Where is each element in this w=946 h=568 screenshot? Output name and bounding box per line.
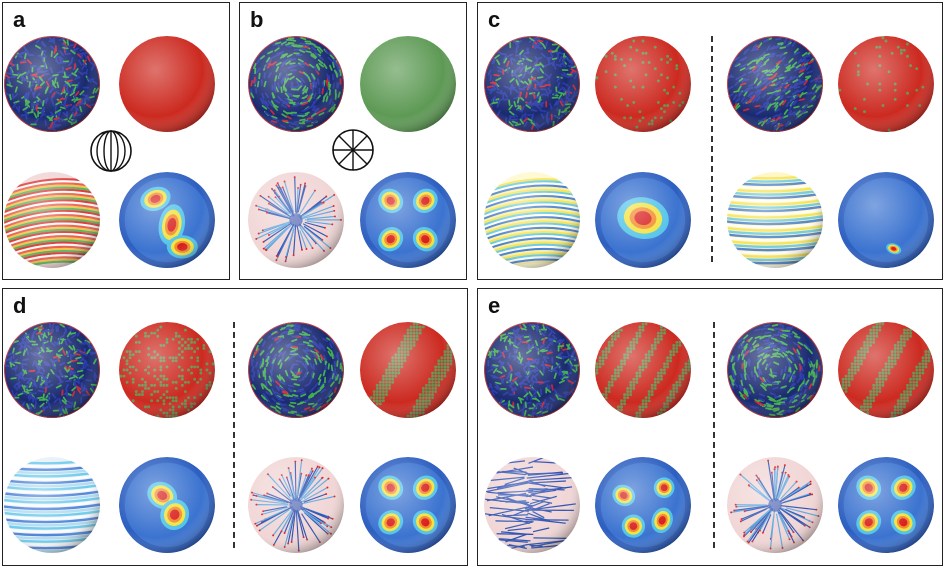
panel-label-e: e [488, 293, 501, 318]
field-sphere-d2 [248, 457, 344, 553]
field-sphere-b [248, 172, 344, 268]
field-sphere-c1 [484, 172, 580, 268]
heat-sphere-d2 [360, 457, 456, 553]
particle-sphere-d2 [360, 322, 456, 418]
particle-sphere-c1 [595, 36, 691, 132]
particle-sphere-b [360, 36, 456, 132]
separator-dashed-d [233, 322, 235, 548]
separator-dashed-c [711, 36, 713, 262]
field-sphere-e1 [484, 457, 580, 553]
heat-sphere-b [360, 172, 456, 268]
rods-sphere-c1 [484, 36, 580, 132]
rods-sphere-b [248, 36, 344, 132]
panel-label-a: a [13, 7, 26, 32]
heat-sphere-c1 [595, 172, 691, 268]
particle-sphere-e1 [595, 322, 691, 418]
panel-label-d: d [13, 293, 27, 318]
rods-sphere-e2 [727, 322, 823, 418]
separator-dashed-e [713, 322, 715, 548]
heat-sphere-e1 [595, 457, 691, 553]
rods-sphere-d1 [4, 322, 100, 418]
globe-meridians-icon [90, 130, 132, 172]
field-sphere-a [4, 172, 100, 268]
rods-sphere-d2 [248, 322, 344, 418]
particle-sphere-d1 [119, 322, 215, 418]
field-sphere-c2 [727, 172, 823, 268]
field-sphere-d1 [4, 457, 100, 553]
wheel-spokes-icon [332, 129, 374, 171]
rods-sphere-a [4, 36, 100, 132]
rods-sphere-e1 [484, 322, 580, 418]
heat-sphere-a [119, 172, 215, 268]
heat-sphere-d1 [119, 457, 215, 553]
field-sphere-e2 [727, 457, 823, 553]
panel-label-b: b [250, 7, 264, 32]
heat-sphere-e2 [838, 457, 934, 553]
particle-sphere-c2 [838, 36, 934, 132]
panel-label-c: c [488, 7, 501, 32]
particle-sphere-e2 [838, 322, 934, 418]
particle-sphere-a [119, 36, 215, 132]
rods-sphere-c2 [727, 36, 823, 132]
heat-sphere-c2 [838, 172, 934, 268]
